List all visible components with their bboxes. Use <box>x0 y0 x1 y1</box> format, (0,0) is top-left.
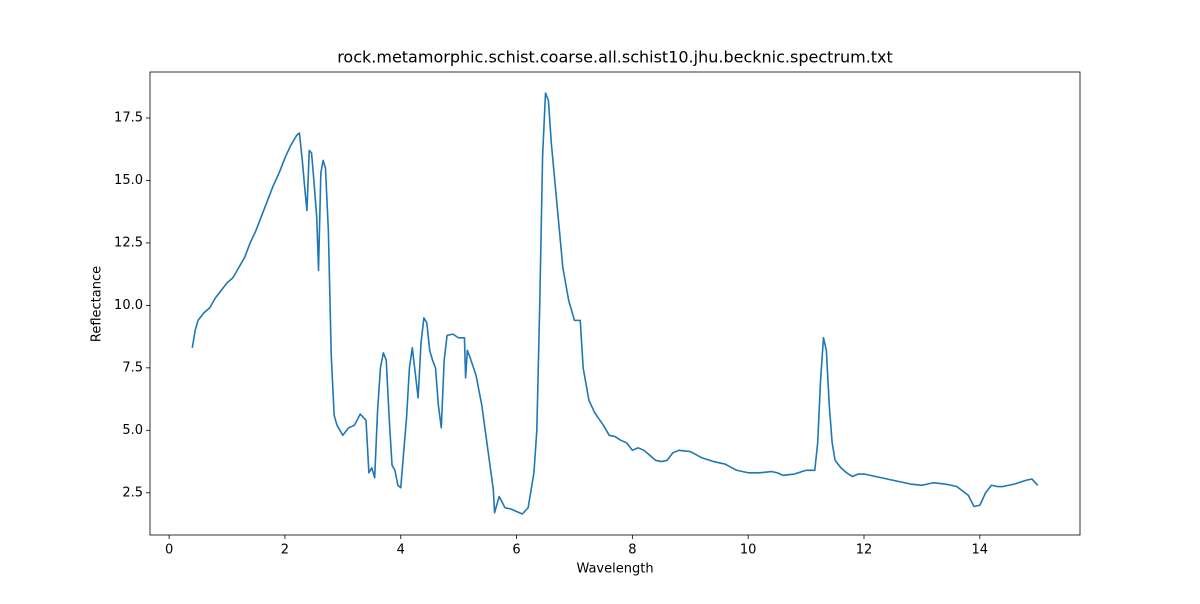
x-tick-label: 12 <box>856 543 873 558</box>
y-tick-label: 2.5 <box>122 485 143 500</box>
y-tick-label: 12.5 <box>114 235 143 250</box>
x-tick-label: 2 <box>281 543 289 558</box>
y-axis-label: Reflectance <box>90 266 105 342</box>
x-tick-label: 10 <box>740 543 757 558</box>
x-tick-label: 0 <box>165 543 173 558</box>
spectrum-line <box>191 92 1039 515</box>
x-tick-label: 8 <box>628 543 636 558</box>
chart-title: rock.metamorphic.schist.coarse.all.schis… <box>337 48 893 67</box>
x-tick-label: 14 <box>972 543 989 558</box>
x-tick-label: 4 <box>397 543 405 558</box>
y-tick-label: 7.5 <box>122 360 143 375</box>
y-tick-label: 5.0 <box>122 423 143 438</box>
y-tick-label: 10.0 <box>114 298 143 313</box>
y-tick-label: 17.5 <box>114 110 143 125</box>
plot-frame <box>149 71 1081 536</box>
x-axis-label: Wavelength <box>576 562 653 577</box>
x-tick-label: 6 <box>512 543 520 558</box>
y-tick-label: 15.0 <box>114 173 143 188</box>
